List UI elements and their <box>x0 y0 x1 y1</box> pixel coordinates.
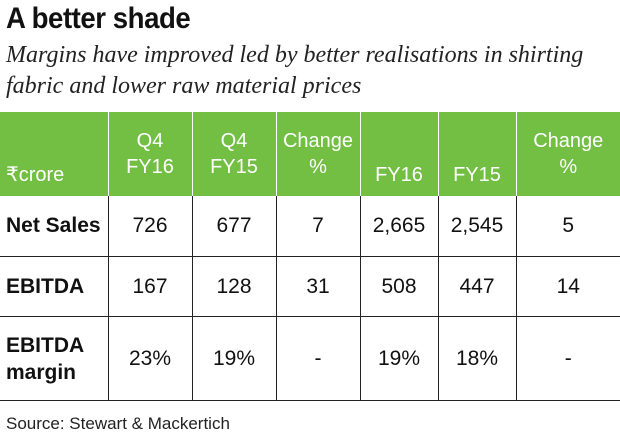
data-table: ₹crore Q4 FY16 Q4 FY15 Change% FY16 FY15 C… <box>0 112 620 401</box>
table-cell: 23% <box>108 316 193 401</box>
table-cell: 5 <box>516 196 620 257</box>
table-cell: - <box>276 316 361 401</box>
table-cell: 447 <box>438 256 517 317</box>
row-label: EBITDA margin <box>0 316 109 401</box>
page-subtitle: Margins have improved led by better real… <box>6 42 584 99</box>
table-cell: 19% <box>360 316 439 401</box>
table-cell: 7 <box>276 196 361 257</box>
table-cell: 167 <box>108 256 193 317</box>
col-header-change-year: Change% <box>516 112 620 196</box>
row-label: Net Sales <box>0 196 109 257</box>
table-cell: 31 <box>276 256 361 317</box>
table-cell: 18% <box>438 316 517 401</box>
page-title: A better shade <box>6 2 191 35</box>
table-cell: 19% <box>192 316 277 401</box>
source-note: Source: Stewart & Mackertich <box>6 414 230 433</box>
table-row: EBITDA 167 128 31 508 447 14 <box>0 256 620 317</box>
table-row: Net Sales 726 677 7 2,665 2,545 5 <box>0 196 620 257</box>
table-cell: 2,545 <box>438 196 517 257</box>
col-header-q4-fy15: Q4 FY15 <box>192 112 277 196</box>
col-header-fy16: FY16 <box>360 112 439 196</box>
unit-header: ₹crore <box>0 112 109 196</box>
row-label: EBITDA <box>0 256 109 317</box>
table-cell: 677 <box>192 196 277 257</box>
table-cell: 128 <box>192 256 277 317</box>
col-header-q4-fy16: Q4 FY16 <box>108 112 193 196</box>
table-row: EBITDA margin 23% 19% - 19% 18% - <box>0 316 620 401</box>
table-cell: 508 <box>360 256 439 317</box>
table-cell: - <box>516 316 620 401</box>
col-header-fy15: FY15 <box>438 112 517 196</box>
table-cell: 2,665 <box>360 196 439 257</box>
table-cell: 14 <box>516 256 620 317</box>
table-cell: 726 <box>108 196 193 257</box>
header-row: ₹crore Q4 FY16 Q4 FY15 Change% FY16 FY15 C… <box>0 112 620 196</box>
col-header-change-quarter: Change% <box>276 112 361 196</box>
